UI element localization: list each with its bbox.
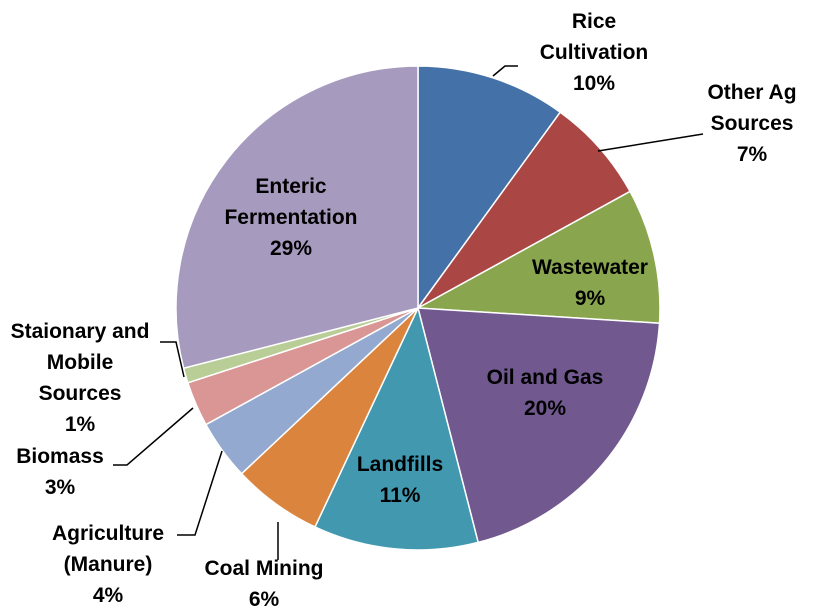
slice-label-wastewater: Wastewater 9% (532, 256, 648, 310)
leader-line-biomass (113, 407, 194, 466)
slice-name-line: Enteric (255, 175, 327, 198)
slice-label-agriculture-manure: Agriculture (Manure) 4% (52, 522, 164, 607)
pie-slice-landfills (313, 305, 480, 551)
leader-lines (113, 65, 704, 560)
slice-label-rice-cultivation: Rice Cultivation 10% (540, 10, 649, 95)
slice-label-biomass: Biomass 3% (16, 445, 104, 499)
pie-slice-other-ag-sources (417, 111, 632, 309)
slice-name-line: Cultivation (540, 41, 649, 64)
slice-name-line: Mobile (47, 351, 114, 374)
slice-name-line: Oil and Gas (487, 366, 604, 389)
pie-slice-enteric-fermentation (175, 65, 419, 370)
slice-label-other-ag-sources: Other Ag Sources 7% (707, 81, 796, 166)
slice-label-coal-mining: Coal Mining 6% (205, 557, 324, 611)
slice-percent: 1% (65, 413, 96, 436)
slice-percent: 7% (737, 143, 768, 166)
slice-percent: 10% (573, 72, 615, 95)
pie-slices (175, 65, 661, 551)
slice-label-oil-and-gas: Oil and Gas 20% (487, 366, 604, 420)
slice-percent: 3% (45, 476, 76, 499)
slice-name-line: Staionary and (11, 320, 150, 343)
leader-line-staionary-and-mobile-sources (160, 341, 185, 378)
slice-labels: Rice Cultivation 10% Other Ag Sources 7% Waste… (11, 10, 797, 611)
slice-name-line: (Manure) (64, 553, 153, 576)
slice-name-line: Agriculture (52, 522, 164, 545)
slice-label-enteric-fermentation: Enteric Fermentation 29% (224, 175, 357, 260)
slice-name-line: Rice (572, 10, 616, 33)
slice-name-line: Fermentation (224, 206, 357, 229)
pie-slice-oil-and-gas (417, 307, 661, 544)
leader-line-other-ag-sources (597, 133, 704, 152)
slice-percent: 4% (93, 584, 124, 607)
pie-slice-rice-cultivation (417, 65, 562, 311)
slice-name-line: Other Ag (707, 81, 796, 104)
leader-line-agriculture-manure (177, 450, 223, 536)
slice-percent: 29% (270, 237, 312, 260)
slice-name-line: Sources (711, 112, 794, 135)
slice-percent: 11% (380, 484, 421, 507)
pie-slice-wastewater (415, 190, 661, 324)
slice-label-landfills: Landfills 11% (357, 453, 443, 507)
slice-percent: 20% (524, 397, 566, 420)
slice-name-line: Wastewater (532, 256, 648, 279)
slice-name-line: Biomass (16, 445, 104, 468)
slice-percent: 6% (249, 588, 280, 611)
slice-name-line: Landfills (357, 453, 443, 476)
leader-line-rice-cultivation (492, 65, 518, 77)
slice-name-line: Coal Mining (205, 557, 324, 580)
slice-name-line: Sources (39, 382, 122, 405)
slice-percent: 9% (575, 287, 606, 310)
slice-label-staionary-and-mobile-sources: Staionary and Mobile Sources 1% (11, 320, 150, 436)
